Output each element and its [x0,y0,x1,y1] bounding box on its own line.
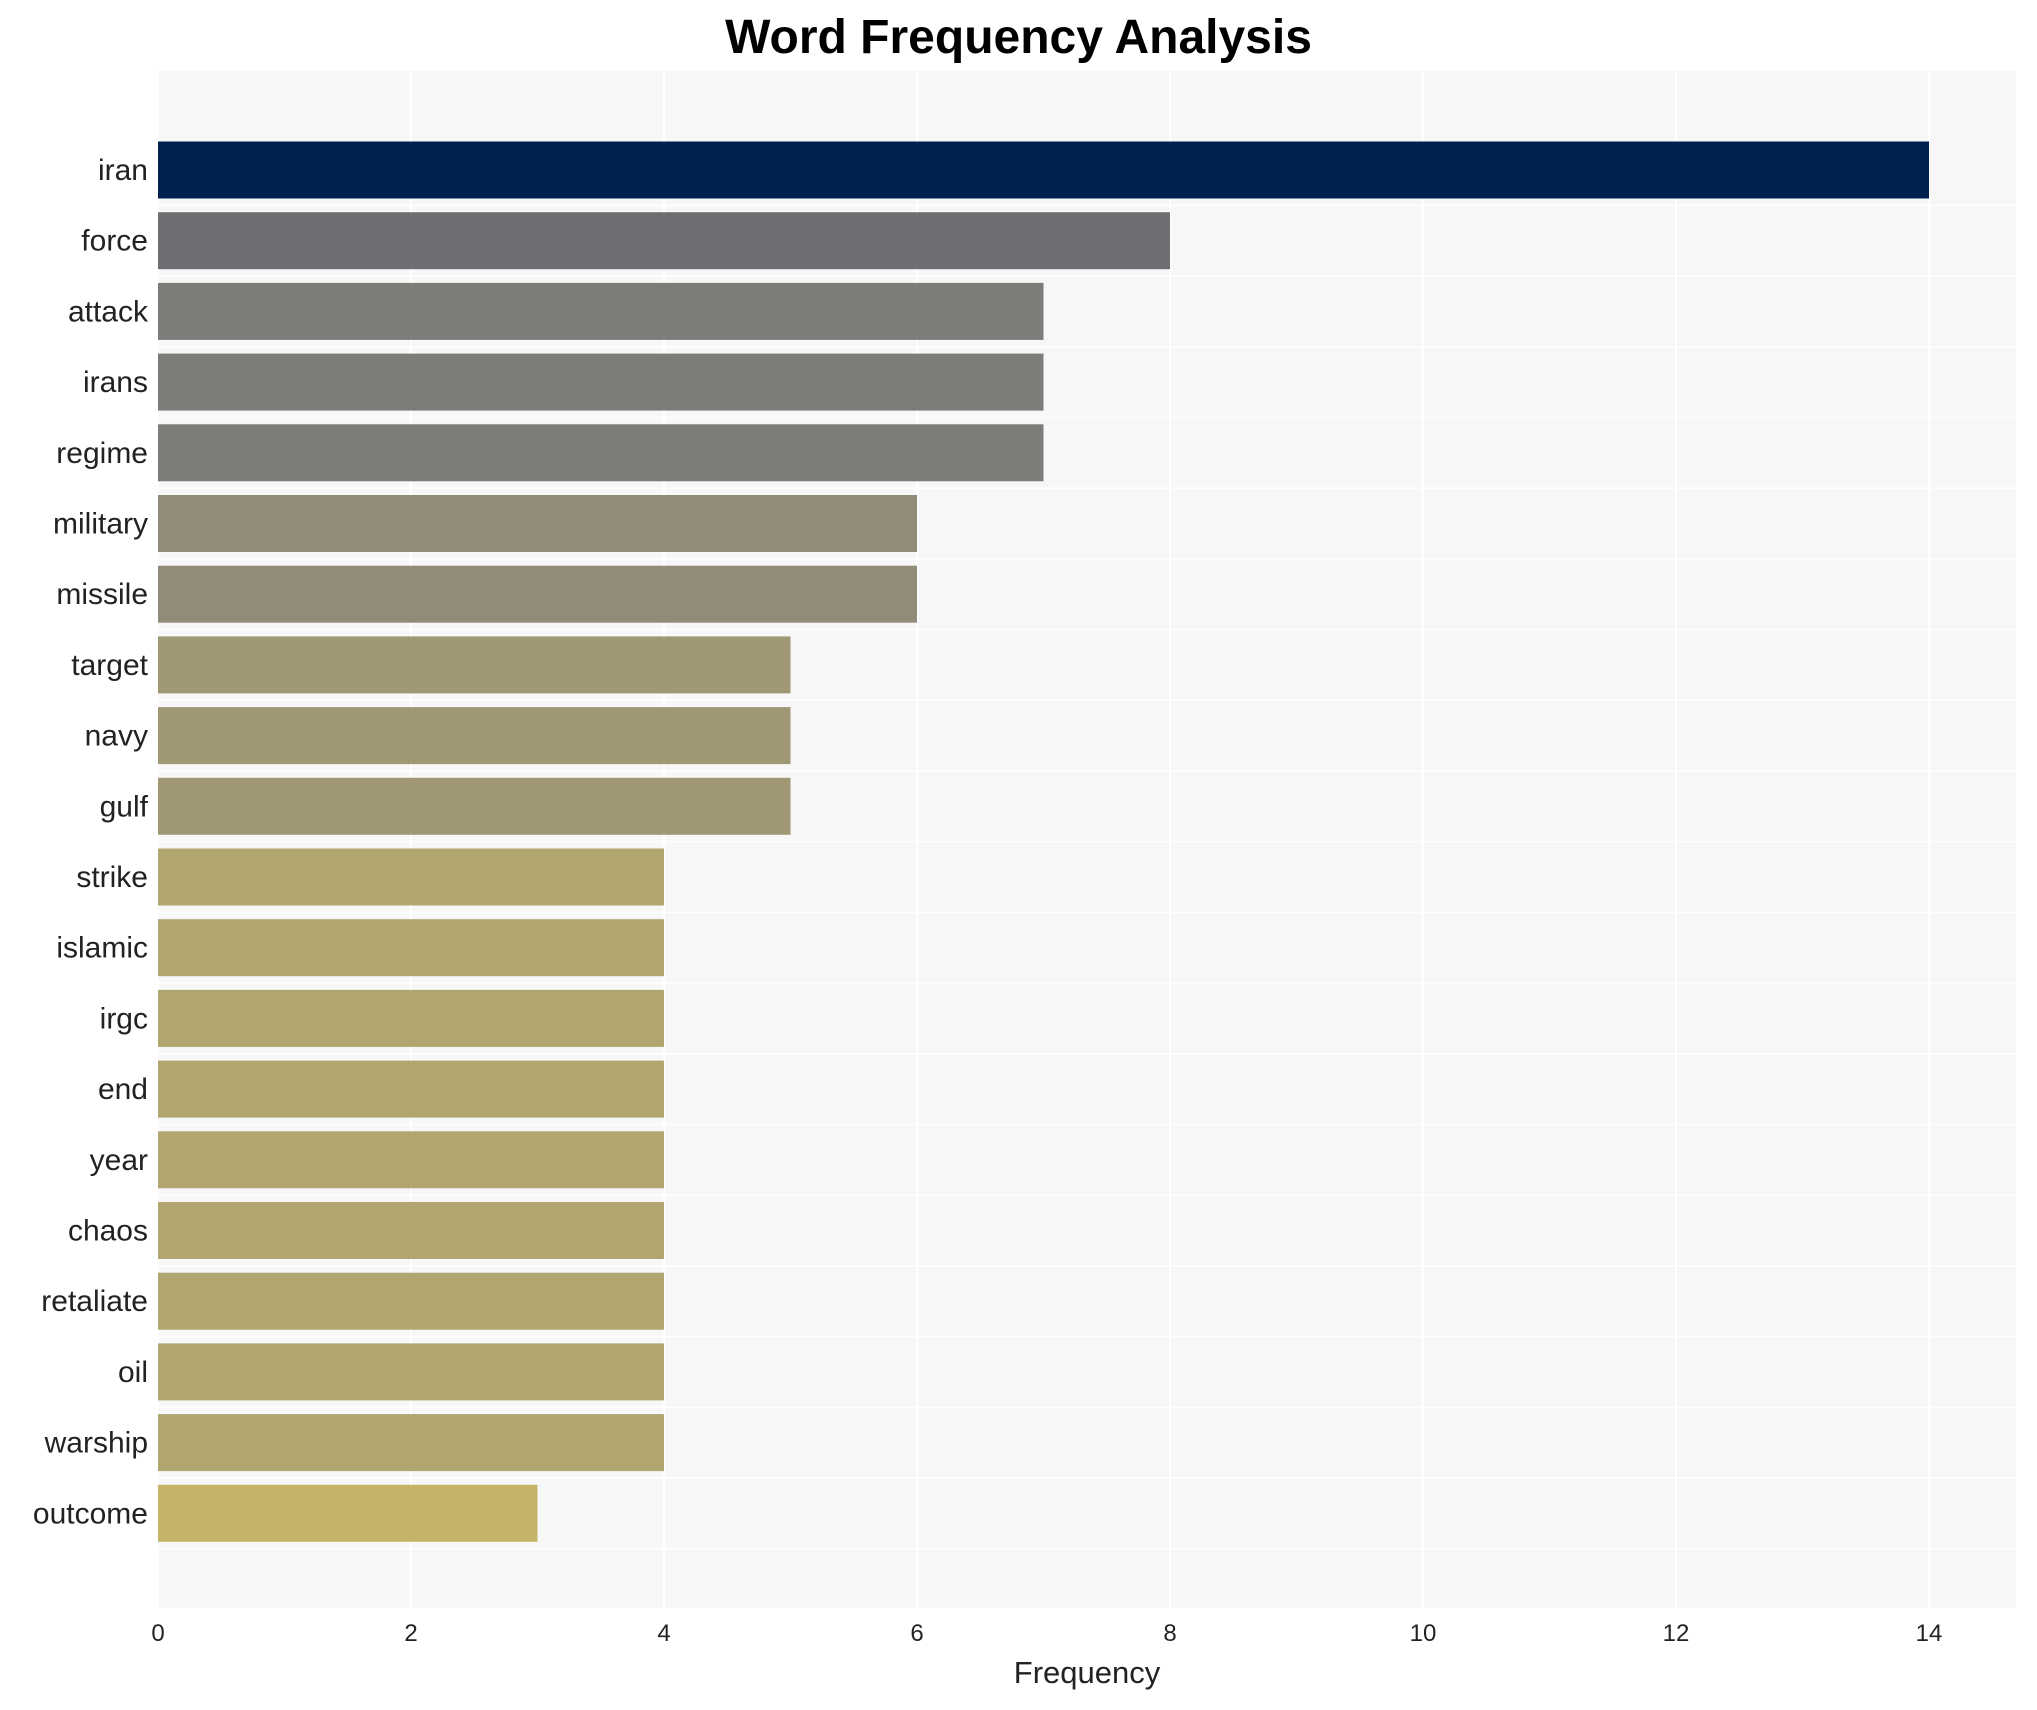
bar-strike [158,848,664,906]
category-label: retaliate [41,1285,148,1318]
x-axis-label: Frequency [1014,1655,1161,1690]
category-label: strike [76,861,148,894]
category-label: year [90,1144,148,1177]
category-label: warship [44,1427,148,1460]
bar-force [158,212,1170,270]
category-label: gulf [100,790,149,823]
bar-year [158,1131,664,1189]
category-label: navy [85,720,148,753]
x-tick-label: 8 [1163,1620,1176,1647]
bar-end [158,1060,664,1118]
category-label: iran [98,154,148,187]
bar-iran [158,141,1929,199]
category-label: force [81,225,148,258]
x-tick-label: 10 [1410,1620,1437,1647]
bar-target [158,636,791,694]
bar-missile [158,565,917,623]
category-label: irgc [100,1002,148,1035]
bar-military [158,495,917,552]
x-tick-label: 6 [910,1620,923,1647]
bar-irans [158,353,1044,411]
bar-attack [158,282,1044,340]
bar-irgc [158,989,664,1047]
x-tick-label: 14 [1916,1620,1943,1647]
x-tick-label: 0 [151,1620,164,1647]
category-label: end [98,1073,148,1106]
category-label: irans [83,366,148,399]
bar-chaos [158,1202,664,1259]
category-label: missile [56,578,148,611]
category-label: oil [118,1356,148,1389]
category-label: target [71,649,148,682]
x-tick-label: 12 [1663,1620,1690,1647]
category-label: military [53,508,148,541]
category-label: islamic [56,932,148,965]
category-label: outcome [33,1497,148,1530]
bar-oil [158,1343,664,1401]
x-tick-label: 4 [657,1620,670,1647]
bar-islamic [158,919,664,977]
chart-title: Word Frequency Analysis [725,11,1312,64]
bar-outcome [158,1484,538,1542]
x-tick-label: 2 [404,1620,417,1647]
bar-navy [158,707,791,765]
bar-regime [158,424,1044,482]
bar-warship [158,1414,664,1472]
category-label: chaos [68,1215,148,1248]
category-label: attack [68,295,149,328]
category-label: regime [56,437,148,470]
bar-gulf [158,777,791,835]
bar-retaliate [158,1272,664,1330]
